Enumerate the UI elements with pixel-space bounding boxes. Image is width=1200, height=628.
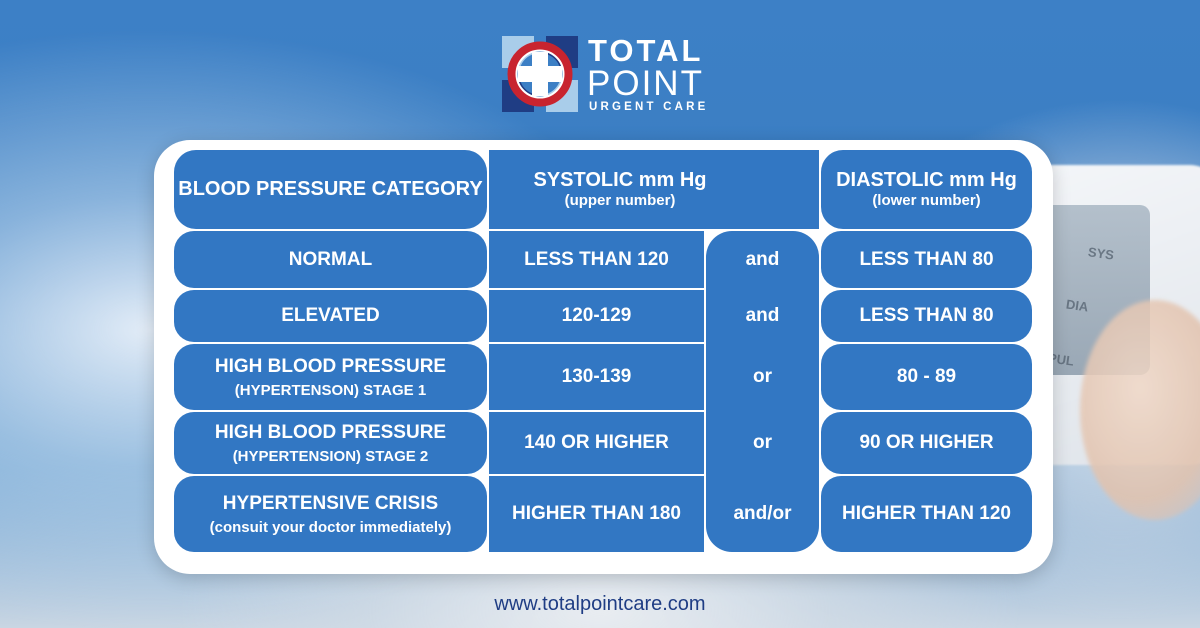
row-elevated-connector: and: [745, 305, 780, 326]
header-diastolic-label: DIASTOLIC mm Hg: [836, 169, 1017, 191]
logo-text-urgent-care: URGENT CARE: [589, 101, 709, 113]
header-cell-category: [174, 150, 487, 229]
row-normal-category: NORMAL: [288, 248, 373, 270]
row-cell: [489, 476, 704, 552]
row-stage1-category-sub: (HYPERTENSON) STAGE 1: [234, 381, 427, 399]
row-normal-diastolic: LESS THAN 80: [859, 248, 994, 270]
row-stage1-category: HIGH BLOOD PRESSURE (HYPERTENSON) STAGE …: [174, 344, 487, 410]
header-systolic: SYSTOLIC mm Hg (upper number): [489, 150, 751, 229]
table-grid: [174, 150, 1032, 552]
row-cell: [489, 231, 704, 288]
row-stage2-category-label: HIGH BLOOD PRESSURE: [214, 421, 447, 443]
row-stage2-category: HIGH BLOOD PRESSURE (HYPERTENSION) STAGE…: [174, 412, 487, 474]
row-cell: [174, 231, 487, 288]
row-crisis-category-label: HYPERTENSIVE CRISIS: [222, 492, 439, 514]
row-cell: [489, 344, 704, 410]
row-cell: [821, 231, 1032, 288]
row-crisis-diastolic: HIGHER THAN 120: [842, 503, 1011, 524]
row-stage2-category-sub: (HYPERTENSION) STAGE 2: [232, 447, 429, 465]
monitor-dia-label: DIA: [1065, 296, 1090, 315]
logo-text-point: POINT: [587, 64, 704, 103]
row-stage2-diastolic: 90 OR HIGHER: [859, 432, 994, 453]
header-systolic-sub: (upper number): [564, 192, 676, 209]
row-stage2-systolic: 140 OR HIGHER: [524, 432, 669, 453]
header-cell-systolic: [489, 150, 819, 229]
row-normal-connector: and: [745, 248, 780, 270]
row-stage2-connector: or: [753, 432, 772, 453]
row-cell: [821, 344, 1032, 410]
row-crisis-category: HYPERTENSIVE CRISIS (consuit your doctor…: [174, 476, 487, 552]
row-cell: [821, 290, 1032, 342]
row-stage1-category-label: HIGH BLOOD PRESSURE: [214, 355, 447, 377]
blood-pressure-table: BLOOD PRESSURE CATEGORY SYSTOLIC mm Hg (…: [154, 140, 1053, 574]
row-cell: [489, 290, 704, 342]
row-cell: [821, 476, 1032, 552]
website-link[interactable]: www.totalpointcare.com: [494, 593, 706, 615]
row-normal-systolic: LESS THAN 120: [524, 248, 669, 270]
row-cell: [174, 344, 487, 410]
total-point-logo: TOTAL POINT URGENT CARE: [500, 33, 710, 115]
header-diastolic-sub: (lower number): [872, 192, 981, 209]
row-elevated-diastolic: LESS THAN 80: [859, 305, 994, 326]
row-elevated-category: ELEVATED: [281, 305, 380, 326]
hand-image: [1080, 300, 1200, 520]
header-cell-diastolic: [821, 150, 1032, 229]
row-cell: [174, 412, 487, 474]
row-cell: [174, 290, 487, 342]
row-cell: [821, 412, 1032, 474]
row-cell: [174, 476, 487, 552]
header-systolic-label: SYSTOLIC mm Hg: [533, 169, 707, 191]
header-category-label: BLOOD PRESSURE CATEGORY: [178, 178, 483, 200]
row-stage1-diastolic: 80 - 89: [896, 366, 957, 387]
header-diastolic: DIASTOLIC mm Hg (lower number): [821, 150, 1032, 229]
medical-cross-logo-icon: [502, 36, 578, 112]
row-crisis-connector: and/or: [733, 503, 792, 524]
row-crisis-systolic: HIGHER THAN 180: [512, 503, 681, 524]
logo-text-total: TOTAL: [588, 33, 704, 68]
row-cell: [489, 412, 704, 474]
row-elevated-systolic: 120-129: [561, 305, 632, 326]
row-crisis-category-sub: (consuit your doctor immediately): [209, 518, 452, 536]
row-stage1-systolic: 130-139: [561, 366, 632, 387]
connector-column: [706, 231, 819, 552]
row-stage1-connector: or: [753, 366, 772, 387]
